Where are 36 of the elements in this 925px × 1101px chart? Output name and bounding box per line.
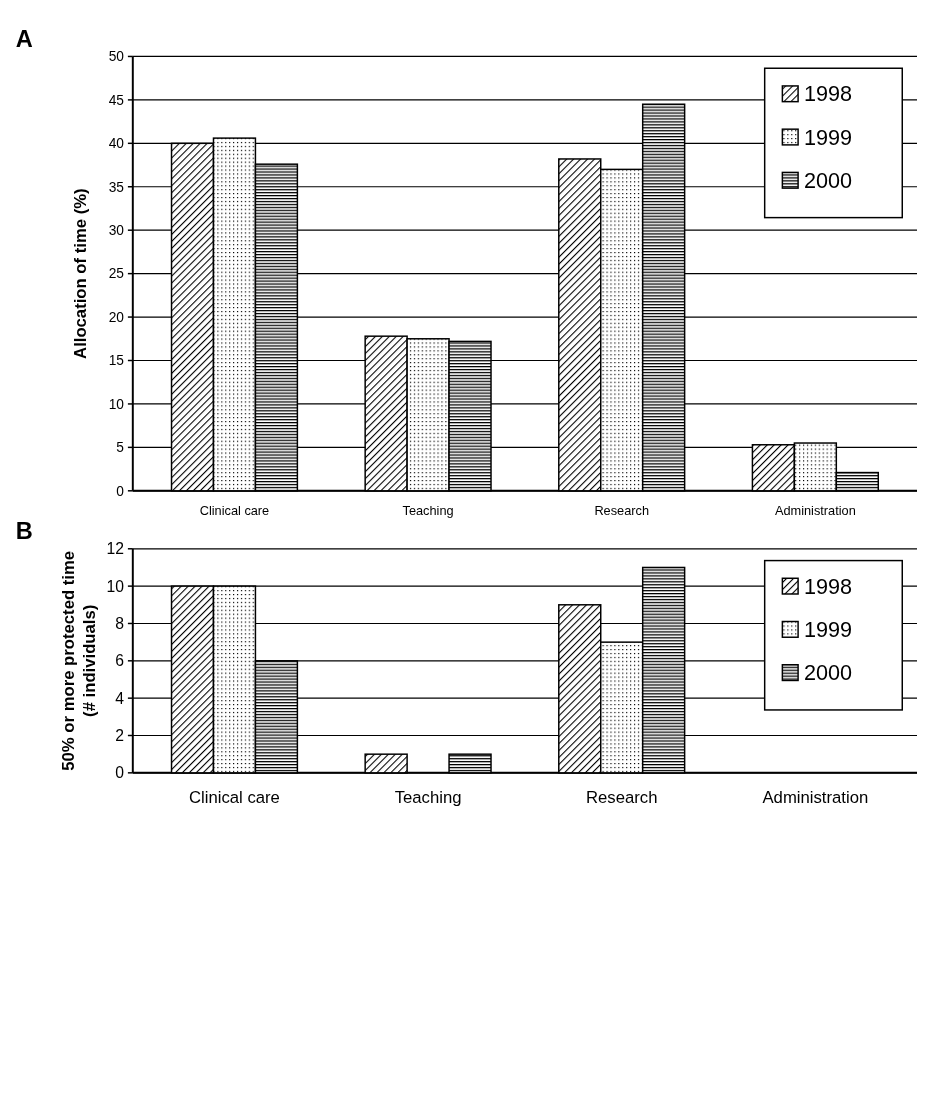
y-tick-label: 12 xyxy=(106,540,124,558)
y-tick-label: 25 xyxy=(108,266,125,282)
y-tick-label: 0 xyxy=(115,764,125,782)
x-tick-label: Clinical care xyxy=(189,788,280,808)
x-tick-label: Teaching xyxy=(394,788,462,808)
y-axis-title: Allocation of time (%) xyxy=(70,188,90,359)
legend-label: 1999 xyxy=(803,124,853,150)
y-tick-label: 20 xyxy=(108,309,125,325)
x-tick-label: Research xyxy=(586,788,658,808)
y-axis-title: 50% or more protected time (# individuals) xyxy=(58,550,100,771)
y-tick-label: 6 xyxy=(115,652,125,670)
y-tick-label: 10 xyxy=(108,396,125,412)
y-tick-label: 45 xyxy=(108,92,125,108)
x-tick-label: Teaching xyxy=(402,503,454,519)
y-tick-label: 50 xyxy=(108,49,125,65)
y-tick-label: 5 xyxy=(116,440,125,456)
x-tick-label: Administration xyxy=(774,503,856,519)
y-tick-label: 10 xyxy=(106,577,125,595)
legend-label: 1999 xyxy=(803,616,853,642)
y-tick-label: 40 xyxy=(108,136,125,152)
text: A xyxy=(15,25,33,52)
legend-label: 1998 xyxy=(803,573,853,599)
x-tick-label: Administration xyxy=(762,788,869,808)
y-tick-label: 0 xyxy=(116,483,125,499)
legend-label: 1998 xyxy=(803,81,853,107)
y-tick-label: 4 xyxy=(115,689,125,707)
y-tick-label: 2 xyxy=(115,727,124,744)
text: B xyxy=(15,517,33,544)
x-tick-label: Research xyxy=(594,503,650,519)
legend-label: 2000 xyxy=(803,167,853,193)
x-tick-label: Clinical care xyxy=(199,503,270,519)
y-tick-label: 30 xyxy=(108,223,125,239)
y-tick-label: 15 xyxy=(108,353,125,369)
legend-label: 2000 xyxy=(803,660,853,686)
y-tick-label: 35 xyxy=(108,179,125,195)
y-tick-label: 8 xyxy=(115,614,125,632)
